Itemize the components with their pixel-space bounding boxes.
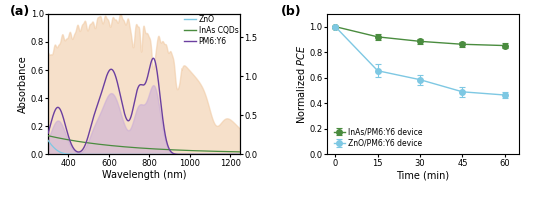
Text: (a): (a) xyxy=(10,5,30,18)
X-axis label: Time (min): Time (min) xyxy=(396,170,449,180)
Y-axis label: Normalized $PCE$: Normalized $PCE$ xyxy=(295,45,307,124)
Legend: InAs/PM6:Y6 device, ZnO/PM6:Y6 device: InAs/PM6:Y6 device, ZnO/PM6:Y6 device xyxy=(331,124,426,151)
Y-axis label: Absorbance: Absorbance xyxy=(18,55,28,113)
Legend: ZnO, InAs CQDs, PM6:Y6: ZnO, InAs CQDs, PM6:Y6 xyxy=(184,15,239,46)
Text: (b): (b) xyxy=(281,5,301,18)
X-axis label: Wavelength (nm): Wavelength (nm) xyxy=(102,170,187,180)
